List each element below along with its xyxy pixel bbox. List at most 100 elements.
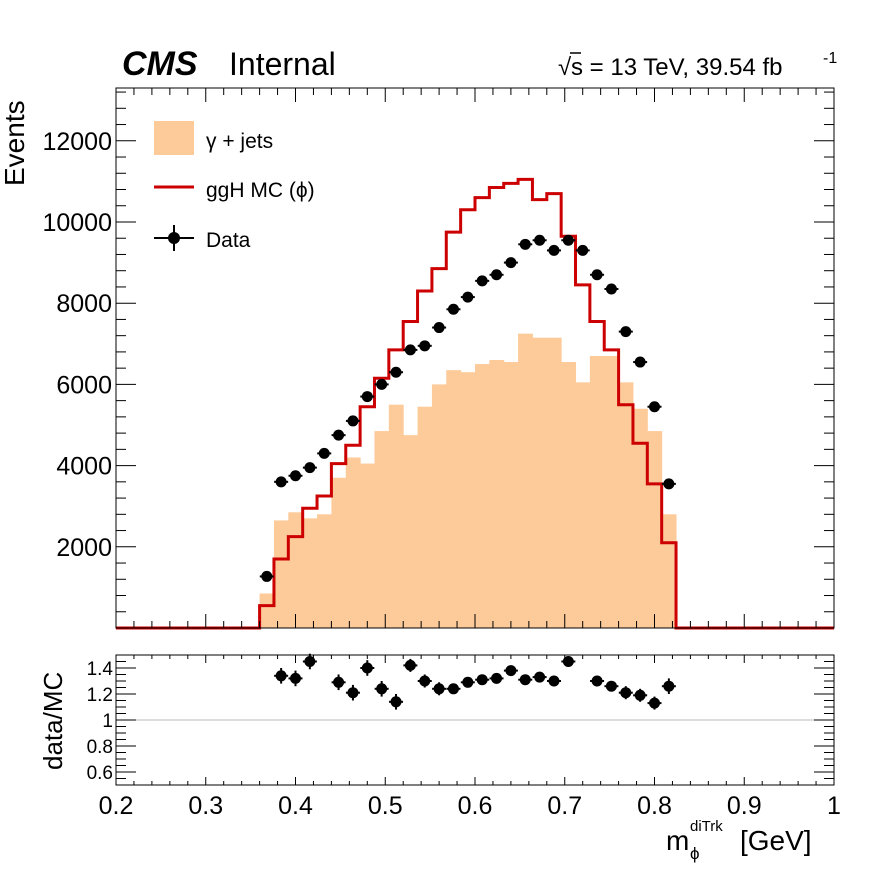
main-y-tick-label: 12000: [42, 128, 112, 156]
ratio-point: [491, 672, 503, 684]
gjets-bar: [561, 362, 577, 628]
data-point: [290, 470, 301, 482]
data-point: [462, 291, 474, 303]
main-y-tick-label: 6000: [56, 371, 112, 399]
gjets-bar: [431, 384, 447, 628]
main-y-tick-labels: 2000 4000 6000 8000 10000 12000: [42, 128, 112, 562]
gjets-bar: [661, 514, 677, 628]
ratio-point: [361, 662, 373, 674]
gjets-histogram: [259, 333, 677, 628]
x-tick-label: 0.2: [99, 792, 134, 820]
gjets-bar: [288, 512, 304, 628]
sqrt-symbol: √: [558, 54, 572, 81]
gjets-bar: [374, 431, 390, 628]
legend-entry-data: Data: [154, 225, 251, 252]
ratio-point: [462, 676, 474, 688]
x-tick-label: 1: [827, 792, 841, 820]
x-label-unit: [GeV]: [740, 825, 812, 856]
data-point: [505, 257, 517, 269]
ratio-point: [390, 696, 402, 708]
data-points: [259, 234, 676, 582]
data-point: [361, 391, 373, 403]
gjets-bar: [575, 382, 591, 628]
legend-label-ggh: ggH MC (ϕ): [206, 179, 315, 202]
ratio-y-tick-label: 1: [102, 711, 113, 732]
data-point: [663, 478, 675, 490]
gjets-bar: [503, 362, 519, 628]
data-point: [304, 462, 316, 474]
ratio-point: [447, 683, 459, 695]
gjets-bar: [446, 370, 462, 628]
legend-label-gjets: γ + jets: [206, 130, 273, 153]
gjets-bar: [417, 406, 433, 628]
ratio-point: [634, 689, 646, 701]
gjets-bar: [518, 333, 533, 628]
ratio-point: [275, 670, 287, 682]
x-tick-label: 0.7: [547, 792, 582, 820]
data-point: [333, 429, 345, 441]
legend: γ + jets ggH MC (ϕ) Data: [154, 121, 315, 252]
ratio-y-label: data/MC: [38, 672, 68, 770]
x-label-main: m: [666, 825, 689, 856]
x-tick-labels: 0.2 0.3 0.4 0.5 0.6 0.7 0.8 0.9 1: [99, 792, 841, 820]
ratio-y-tick-label: 0.8: [87, 737, 113, 758]
ratio-ticks: [115, 654, 835, 786]
data-point: [476, 275, 488, 287]
data-point: [605, 283, 617, 295]
legend-entry-gjets: γ + jets: [154, 121, 273, 155]
gjets-bar: [546, 337, 562, 628]
main-ticks: [115, 88, 835, 628]
data-point: [591, 269, 603, 281]
ratio-y-tick-label: 1.4: [87, 659, 114, 680]
main-y-label: Events: [0, 100, 30, 186]
data-point: [390, 366, 402, 378]
gjets-bar: [403, 435, 419, 628]
data-point: [562, 234, 574, 246]
data-point: [519, 238, 531, 250]
ratio-point: [649, 697, 660, 709]
data-point: [534, 234, 546, 246]
ratio-point: [591, 675, 603, 687]
data-point: [347, 415, 359, 427]
ratio-point: [333, 676, 345, 688]
main-y-tick-label: 4000: [56, 453, 112, 481]
gjets-bar: [532, 337, 548, 628]
main-panel: 2000 4000 6000 8000 10000 12000 Events γ + je…: [0, 87, 835, 630]
x-tick-label: 0.6: [458, 792, 493, 820]
data-point: [433, 322, 445, 334]
x-tick-label: 0.8: [637, 792, 672, 820]
data-point: [620, 326, 632, 338]
energy-lumi-text: s = 13 TeV, 39.54 fb: [571, 54, 783, 81]
ratio-y-tick-labels: 0.6 0.8 1 1.2 1.4: [87, 659, 114, 784]
ratio-point: [519, 674, 531, 686]
ratio-point: [376, 683, 388, 695]
legend-swatch-data-marker: [168, 232, 180, 244]
gjets-bar: [632, 408, 648, 628]
ggh-step-line: [116, 177, 834, 630]
gjets-bar: [259, 593, 275, 628]
ratio-panel: 0.60.811.21.4 0.2 0.3 0.4 0.5 0.6 0.7 0.8 0.9 1 …: [38, 653, 841, 863]
gjets-bar: [489, 360, 505, 628]
ratio-points: [274, 653, 676, 710]
ratio-point: [404, 659, 416, 671]
ratio-point: [476, 674, 488, 686]
ratio-point: [548, 675, 560, 687]
ratio-point: [433, 683, 445, 695]
main-y-tick-label: 10000: [42, 209, 112, 237]
gjets-bar: [460, 372, 476, 628]
x-tick-label: 0.4: [278, 792, 313, 820]
data-point: [419, 340, 431, 352]
data-point: [634, 356, 646, 368]
ratio-point: [304, 656, 316, 667]
gjets-bar: [331, 477, 347, 628]
main-y-tick-label: 2000: [56, 534, 112, 562]
ratio-point: [534, 671, 546, 683]
gjets-bar: [302, 518, 318, 628]
data-point: [447, 303, 459, 315]
ratio-point: [505, 665, 517, 677]
gjets-bar: [273, 520, 289, 628]
ratio-point: [347, 687, 359, 699]
ratio-point: [605, 680, 617, 692]
energy-lumi-label: √ s = 13 TeV, 39.54 fb -1: [558, 50, 837, 81]
